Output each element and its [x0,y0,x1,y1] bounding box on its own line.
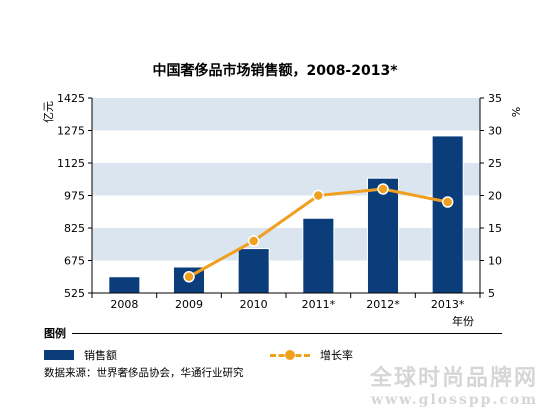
axes-group [88,97,484,298]
right-tick-label: 25 [488,157,502,170]
right-tick-label: 10 [488,255,502,268]
legend-line-swatch [270,349,310,361]
watermark-url: www.glosspp.com [371,392,538,408]
right-axis-title: % [509,107,522,117]
growth-point [441,196,454,208]
band [92,130,480,163]
x-tick-label: 2011* [302,298,336,311]
growth-point [183,271,195,283]
growth-point [377,183,389,195]
legend-heading: 图例 [44,327,66,340]
right-tick-label: 5 [488,287,495,300]
left-tick-label: 1125 [57,157,85,170]
watermark: 全球时尚品牌网 www.glosspp.com [370,360,538,408]
right-tick-label: 35 [488,92,502,105]
chart-title: 中国奢侈品市场销售额，2008-2013* [152,63,398,79]
left-axis-title: 亿元 [42,101,55,123]
bar [108,276,141,294]
x-axis-title: 年份 [452,314,474,328]
left-tick-label: 825 [64,222,85,235]
x-tick-label: 2013* [431,298,465,311]
legend-bar-swatch [44,350,74,360]
band [92,98,480,131]
x-tick-label: 2012* [366,298,400,311]
band [92,163,480,196]
left-tick-label: 1275 [57,125,85,138]
x-tick-label: 2010 [240,298,268,311]
band [92,195,480,228]
bar [302,217,335,294]
growth-line-group [183,183,454,283]
data-source: 数据来源：世界奢侈品协会，华通行业研究 [44,367,244,379]
left-tick-label: 1425 [57,92,85,105]
band [92,228,480,261]
left-tick-label: 975 [64,190,85,203]
left-tick-label: 525 [64,287,85,300]
bars-group [108,135,464,294]
growth-point [247,235,260,247]
watermark-text: 全球时尚品牌网 [369,365,538,391]
background-bands [92,98,480,293]
legend-divider [72,333,502,334]
growth-point [312,189,325,202]
bar [431,135,464,294]
right-tick-label: 20 [488,190,502,203]
legend-item-growth: 增长率 [270,347,353,363]
x-tick-label: 2008 [110,298,138,311]
right-tick-label: 15 [488,222,502,235]
left-tick-label: 675 [64,255,85,268]
labels-group: 525 675 825 975 1125 1275 1425 5 10 15 20 25 30 35 200… [42,92,522,328]
band [92,260,480,293]
legend-item-sales: 销售额 [44,347,117,363]
right-tick-label: 30 [488,125,502,138]
bar [366,177,400,294]
x-tick-label: 2009 [175,298,203,311]
legend-label-sales: 销售额 [84,349,117,362]
legend-label-growth: 增长率 [320,349,353,362]
bar [237,248,270,294]
